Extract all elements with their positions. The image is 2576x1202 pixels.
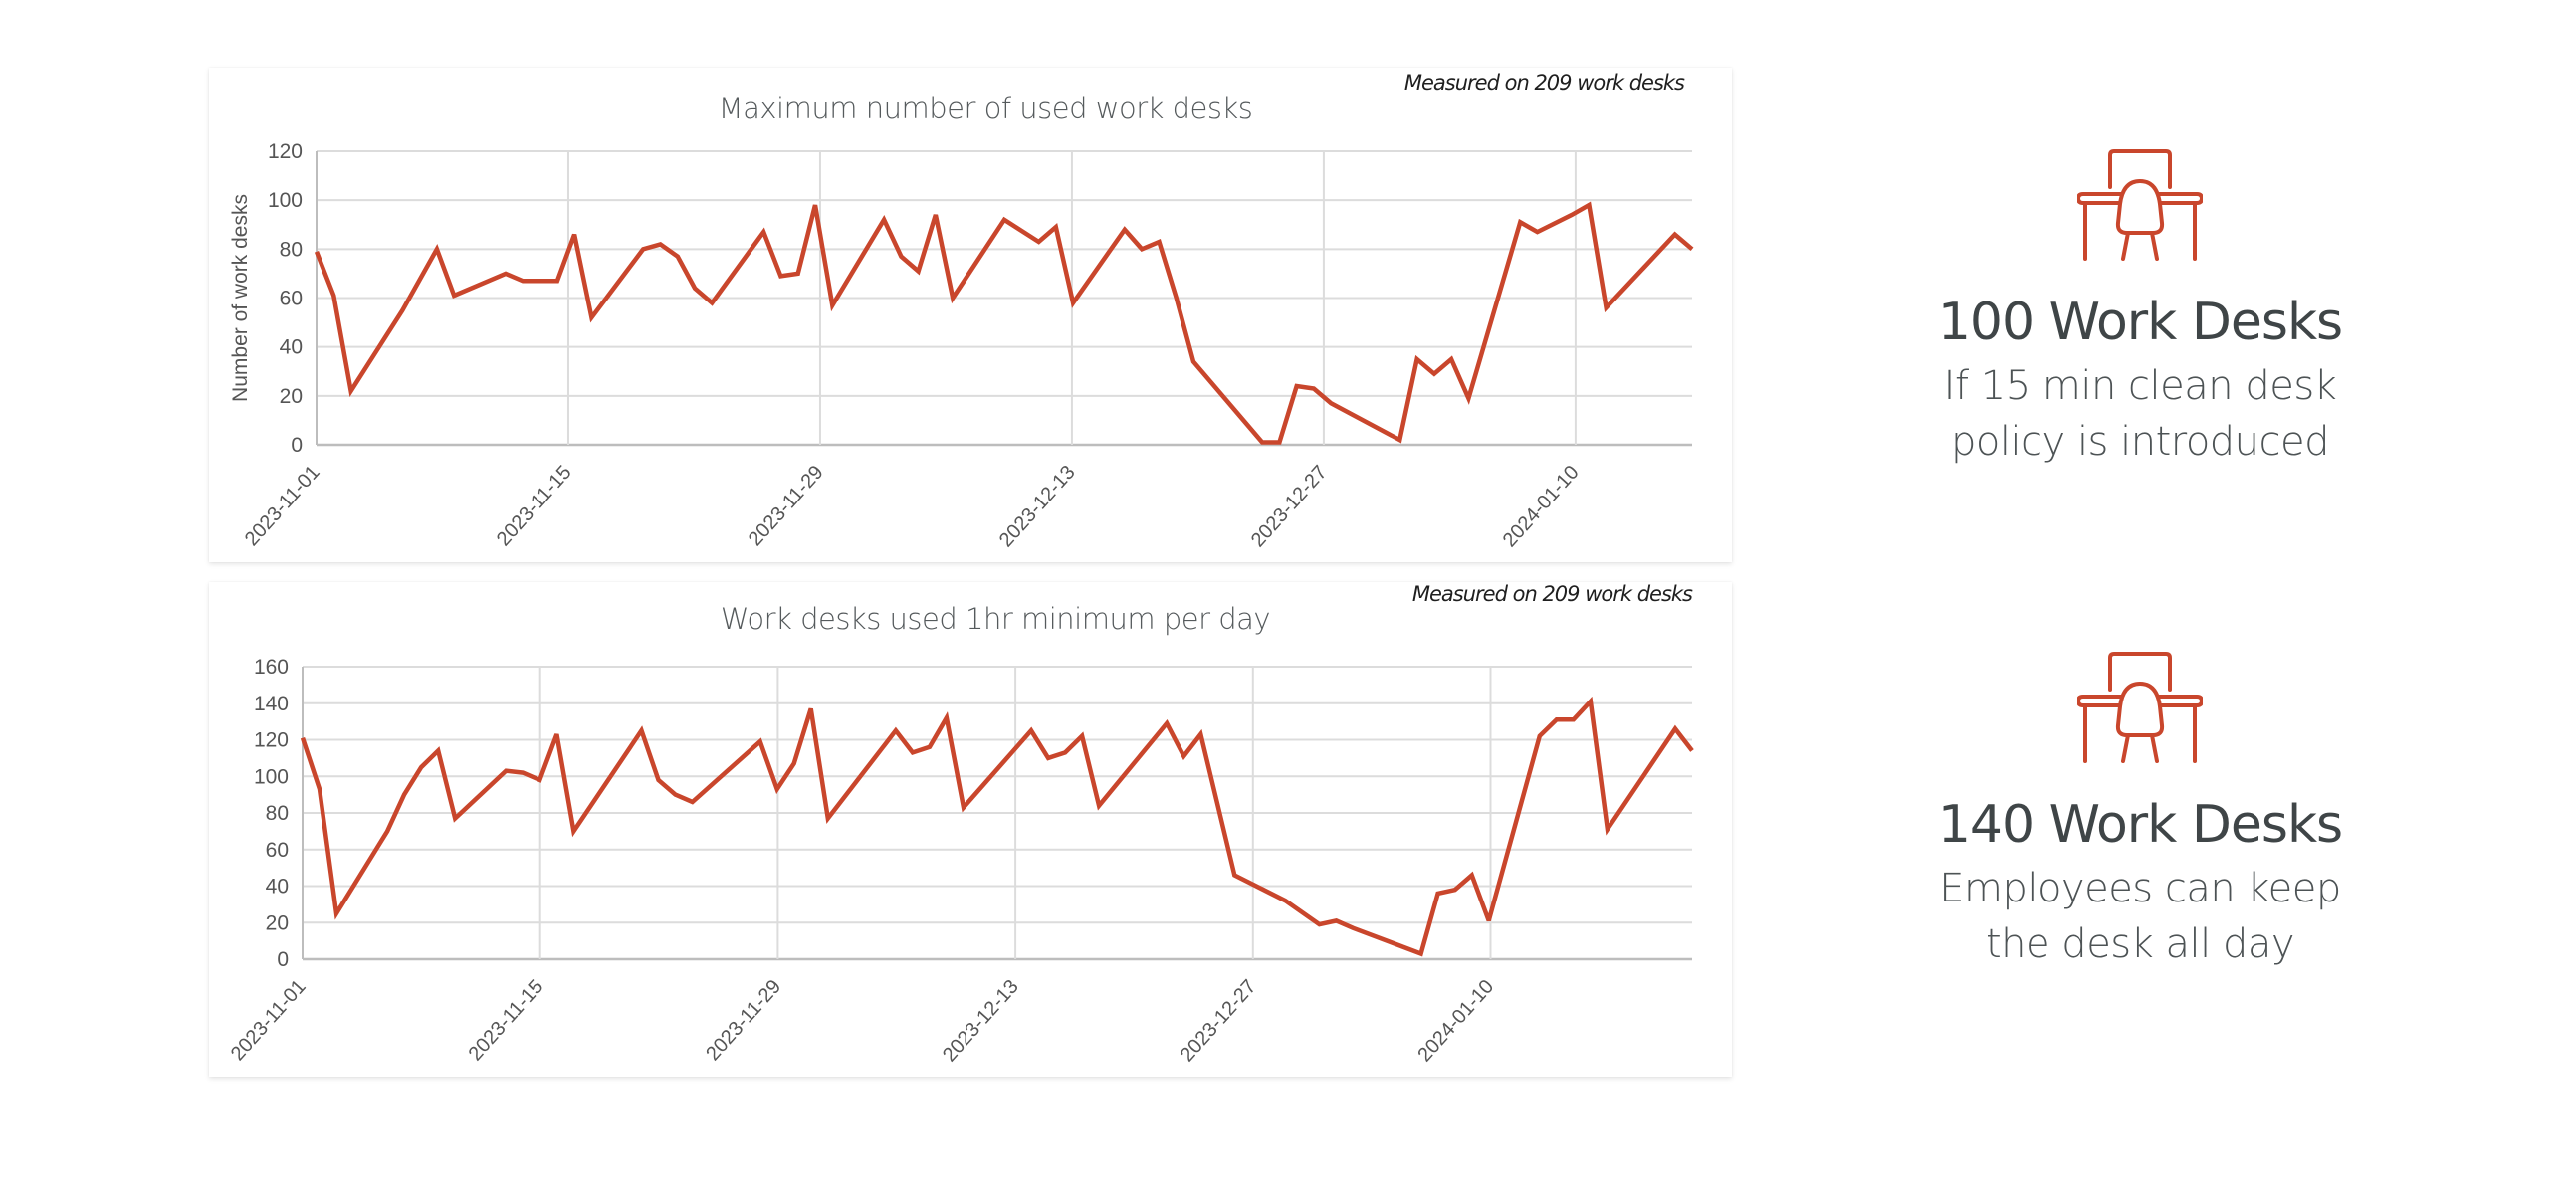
y-tick-label: 100 [254, 765, 289, 788]
desk-chair-icon [2077, 149, 2203, 261]
y-tick-label: 0 [291, 434, 303, 457]
data-line [300, 696, 1694, 957]
y-tick-label: 120 [254, 729, 289, 752]
chart-title: Maximum number of used work desks [718, 92, 1253, 125]
y-axis-title: Number of work desks [229, 194, 252, 402]
gridlines [316, 150, 1692, 447]
x-tick-label: 2023-11-01 [227, 976, 311, 1066]
y-tick-label: 20 [280, 385, 303, 408]
measured-note: Measured on 209 work desks [1411, 582, 1693, 606]
line-chart-max-used-desks: 0 20 40 60 80 100 120 2023-11-01 2023-11-15 2023-… [229, 140, 1694, 552]
stat-caption: Employees can keep the desk all day [1891, 861, 2389, 972]
y-tick-label: 60 [280, 288, 303, 310]
x-tick-label: 2023-12-13 [995, 462, 1080, 552]
y-tick-label: 100 [268, 189, 303, 212]
desk-chair-icon [2077, 652, 2203, 763]
measured-note: Measured on 209 work desks [1403, 71, 1685, 95]
line-chart-desks-used-1hr: 0 20 40 60 80 100 120 140 160 2023-11-01 2023-11-1… [227, 656, 1694, 1067]
y-tick-label: 0 [277, 948, 289, 971]
chart-card-max-used-desks: Maximum number of used work desks Measur… [209, 68, 1732, 562]
stat-caption: If 15 min clean desk policy is introduce… [1891, 358, 2389, 470]
y-tick-label: 20 [266, 911, 289, 934]
stat-caption-line: policy is introduced [1950, 419, 2330, 465]
stat-caption-line: the desk all day [1985, 921, 2295, 967]
x-tick-label: 2024-01-10 [1499, 462, 1584, 552]
data-line [314, 201, 1694, 445]
x-tick-label: 2023-12-13 [939, 976, 1023, 1067]
y-tick-label: 140 [254, 693, 289, 715]
x-tick-label: 2024-01-10 [1413, 976, 1498, 1067]
x-tick-label: 2023-12-27 [1177, 976, 1261, 1067]
x-tick-label: 2023-11-15 [493, 462, 576, 551]
stat-value: 140 Work Desks [1937, 795, 2343, 855]
x-tick-label: 2023-11-15 [465, 976, 548, 1066]
x-tick-label: 2023-11-29 [702, 976, 785, 1066]
x-tick-label: 2023-12-27 [1247, 462, 1332, 552]
y-tick-label: 120 [268, 140, 303, 163]
y-tick-label: 80 [266, 802, 289, 825]
y-tick-label: 80 [280, 238, 303, 261]
y-tick-label: 40 [280, 336, 303, 359]
stat-keep-desk-all-day: 140 Work Desks Employees can keep the de… [1891, 652, 2389, 972]
chart-card-desks-used-1hr: Work desks used 1hr minimum per day Meas… [209, 582, 1732, 1077]
stat-caption-line: Employees can keep [1939, 866, 2341, 911]
x-tick-label: 2023-11-29 [745, 462, 828, 551]
y-tick-label: 60 [266, 839, 289, 862]
x-tick-label: 2023-11-01 [241, 462, 324, 551]
stat-clean-desk-policy: 100 Work Desks If 15 min clean desk poli… [1891, 149, 2389, 470]
y-tick-label: 160 [254, 656, 289, 679]
gridlines [302, 666, 1692, 961]
y-tick-label: 40 [266, 876, 289, 899]
stat-caption-line: If 15 min clean desk [1943, 363, 2337, 409]
chart-title: Work desks used 1hr minimum per day [720, 602, 1271, 636]
stat-value: 100 Work Desks [1937, 293, 2343, 352]
